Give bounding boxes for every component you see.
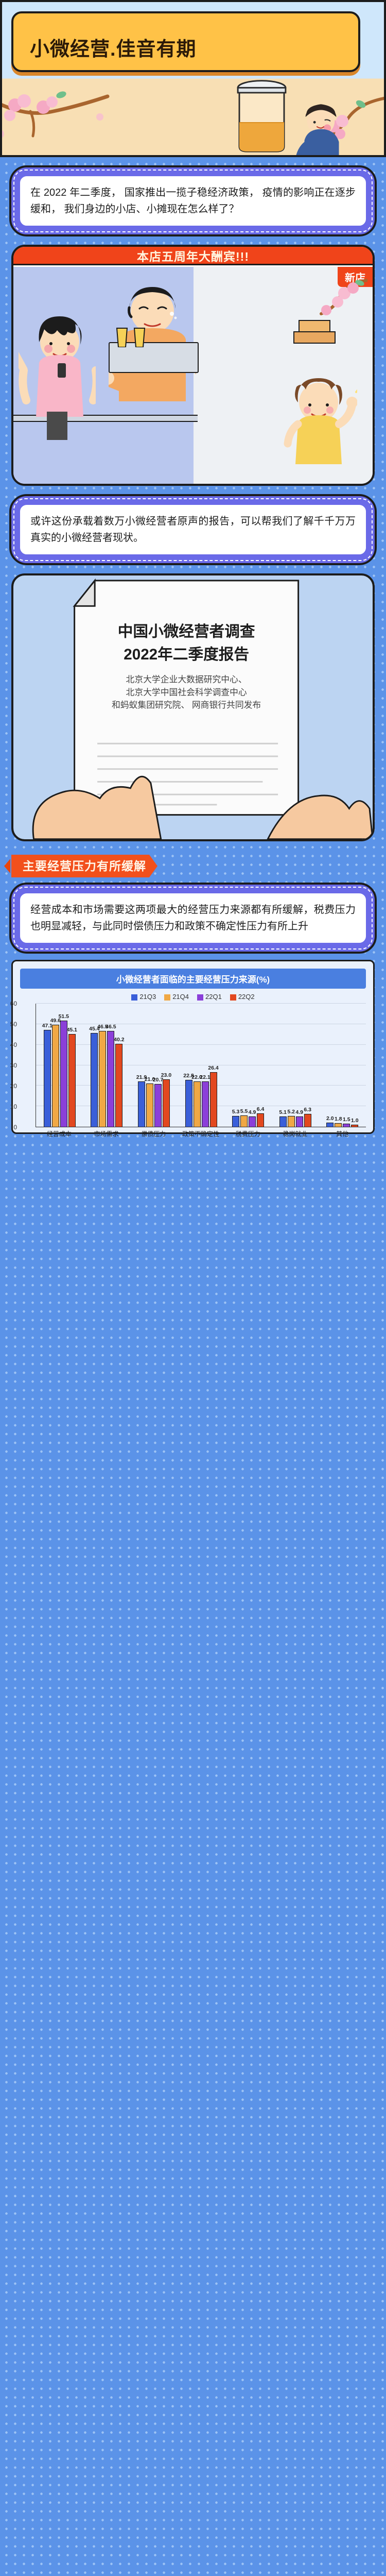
svg-text:中国小微经营者调查: 中国小微经营者调查 [118,623,255,640]
svg-text:北京大学企业大数据研究中心、: 北京大学企业大数据研究中心、 [126,675,247,685]
svg-text:北京大学中国社会科学调查中心: 北京大学中国社会科学调查中心 [126,687,247,697]
svg-text:2022年二季度报告: 2022年二季度报告 [124,646,249,663]
svg-text:和蚂蚁集团研究院、 网商银行共同发布: 和蚂蚁集团研究院、 网商银行共同发布 [112,700,261,710]
